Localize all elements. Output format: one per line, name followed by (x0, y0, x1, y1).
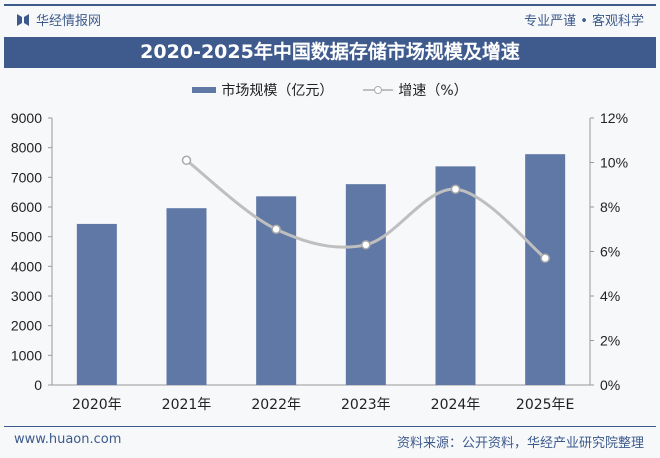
legend-item-bar: 市场规模（亿元） (192, 80, 333, 100)
x-tick-label: 2020年 (72, 397, 122, 413)
y-tick-label: 3000 (11, 288, 42, 304)
x-tick-label: 2022年 (251, 397, 301, 413)
brand: 华经情报网 (16, 10, 101, 29)
y2-tick-label: 6% (600, 244, 620, 260)
growth-point (450, 184, 461, 194)
y-tick-label: 1000 (11, 347, 42, 363)
footer-source: 资料来源：公开资料，华经产业研究院整理 (396, 436, 644, 451)
legend-line-swatch (363, 86, 394, 94)
y-tick-label: 4000 (11, 258, 42, 274)
y-tick-label: 9000 (11, 110, 42, 126)
y2-tick-label: 12% (600, 110, 628, 126)
top-divider (4, 4, 656, 6)
y2-tick-label: 8% (600, 199, 620, 215)
growth-point (271, 224, 281, 234)
growth-point (540, 253, 550, 263)
legend: 市场规模（亿元） 增速（%） (0, 80, 660, 100)
x-tick-label: 2025年E (516, 397, 574, 413)
y2-tick-label: 0% (600, 377, 620, 393)
chart-title: 2020-2025年中国数据存储市场规模及增速 (4, 37, 656, 68)
x-tick-label: 2023年 (341, 397, 391, 413)
y2-tick-label: 4% (600, 288, 620, 304)
footer-url: www.huaon.com (14, 432, 122, 447)
legend-item-line: 增速（%） (363, 80, 468, 100)
y2-tick-label: 10% (600, 155, 628, 171)
legend-label: 增速（%） (398, 83, 468, 99)
x-tick-label: 2021年 (162, 397, 212, 413)
y-tick-label: 0 (34, 377, 42, 393)
bar (76, 223, 117, 385)
y-tick-label: 2000 (11, 318, 42, 334)
y-tick-label: 7000 (11, 169, 42, 185)
legend-label: 市场规模（亿元） (221, 83, 334, 99)
growth-point (361, 240, 371, 250)
legend-bar-swatch (192, 87, 217, 93)
brand-logo-icon (17, 13, 29, 26)
bar (525, 154, 566, 385)
bar (166, 208, 207, 385)
y-tick-label: 8000 (11, 140, 42, 156)
y-tick-label: 6000 (11, 199, 42, 215)
bar (435, 166, 476, 385)
slogan: 专业严谨 • 客观科学 (524, 14, 644, 29)
brand-name: 华经情报网 (36, 14, 102, 29)
growth-point (181, 155, 192, 166)
bar (345, 184, 386, 385)
footer-divider (4, 426, 656, 427)
y2-tick-label: 2% (600, 333, 620, 349)
x-tick-label: 2024年 (431, 397, 481, 413)
y-tick-label: 5000 (11, 229, 42, 245)
